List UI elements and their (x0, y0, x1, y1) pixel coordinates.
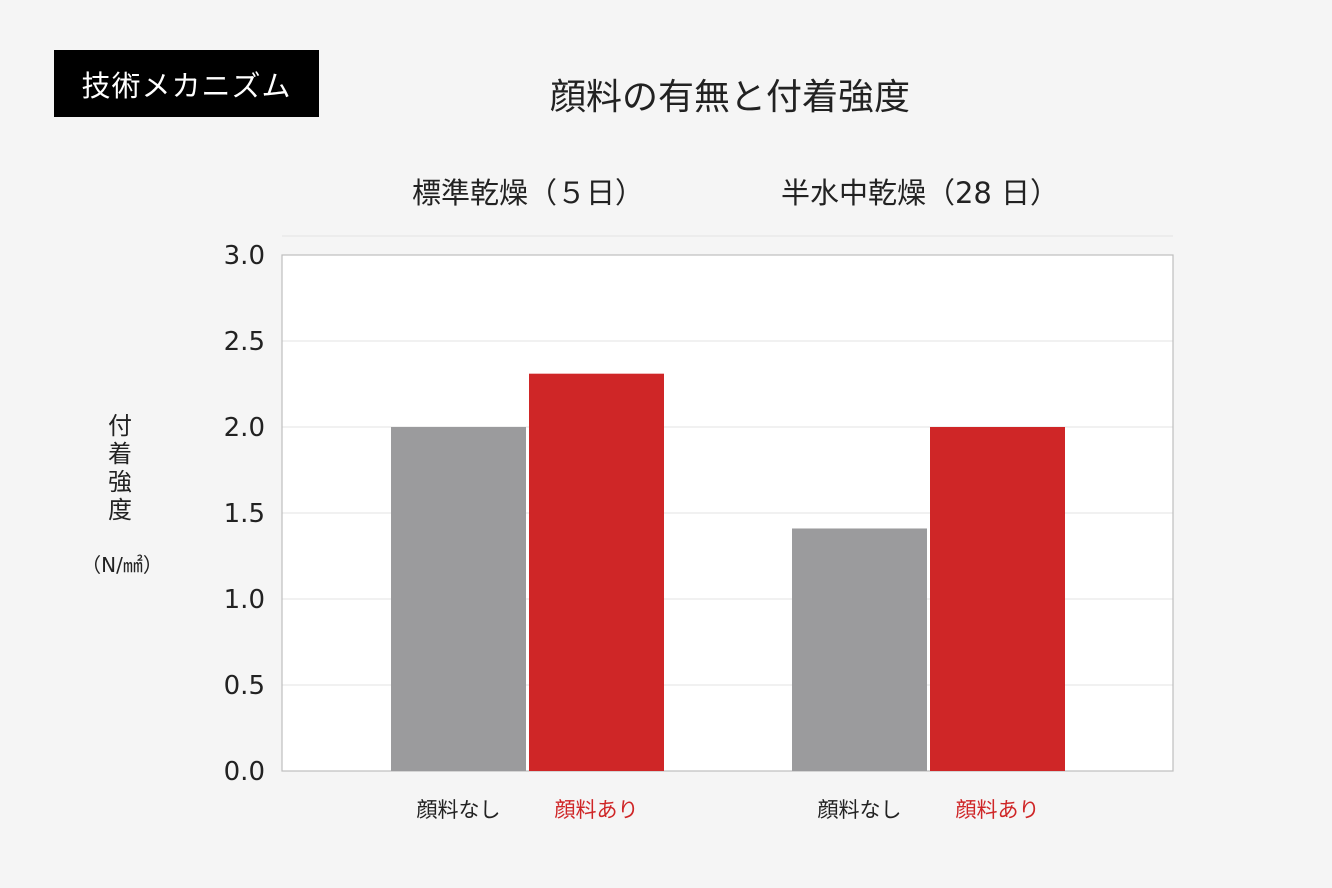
x-label-pigment: 顔料あり (956, 798, 1040, 822)
bar-no-pigment (792, 528, 927, 771)
section-badge: 技術メカニズム (54, 50, 319, 117)
y-tick-label: 2.0 (224, 413, 265, 443)
y-tick-label: 1.5 (224, 499, 265, 529)
y-tick-label: 0.0 (224, 757, 265, 787)
chart-title: 顔料の有無と付着強度 (549, 77, 910, 118)
group-label: 半水中乾燥（28 日） (781, 176, 1059, 210)
y-axis-unit: （N/㎟） (81, 553, 163, 577)
y-axis-label: 付着強度 (108, 412, 132, 524)
group-label: 標準乾燥（５日） (412, 176, 644, 210)
y-tick-label: 0.5 (224, 671, 265, 701)
x-label-no-pigment: 顔料なし (818, 798, 902, 822)
y-tick-label: 1.0 (224, 585, 265, 615)
bar-pigment (529, 373, 664, 771)
x-label-pigment: 顔料あり (555, 798, 639, 822)
y-tick-label: 3.0 (224, 241, 265, 271)
x-label-no-pigment: 顔料なし (417, 798, 501, 822)
bar-pigment (930, 427, 1065, 771)
y-tick-label: 2.5 (224, 327, 265, 357)
bar-no-pigment (391, 427, 526, 771)
plot-frame (281, 254, 1174, 772)
